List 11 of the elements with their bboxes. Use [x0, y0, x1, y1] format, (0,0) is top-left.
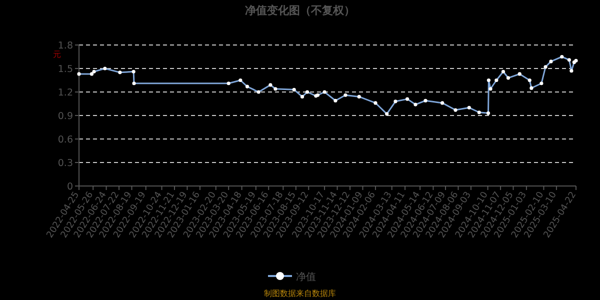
y-tick-label: 0.3	[58, 158, 73, 169]
y-tick-label: 1.5	[58, 64, 73, 75]
y-tick-label: 0	[66, 182, 73, 192]
legend-label: 净值	[296, 271, 316, 283]
y-axis-title: 元	[53, 50, 61, 59]
y-tick-label: 0.6	[58, 134, 73, 146]
text: 制图数据来自数据库	[264, 289, 336, 298]
y-tick-label: 0.9	[58, 111, 73, 122]
y-tick-label: 1.8	[58, 40, 73, 52]
chart-title: 净值变化图（不复权）	[245, 4, 355, 17]
y-tick-label: 1.2	[58, 88, 73, 98]
